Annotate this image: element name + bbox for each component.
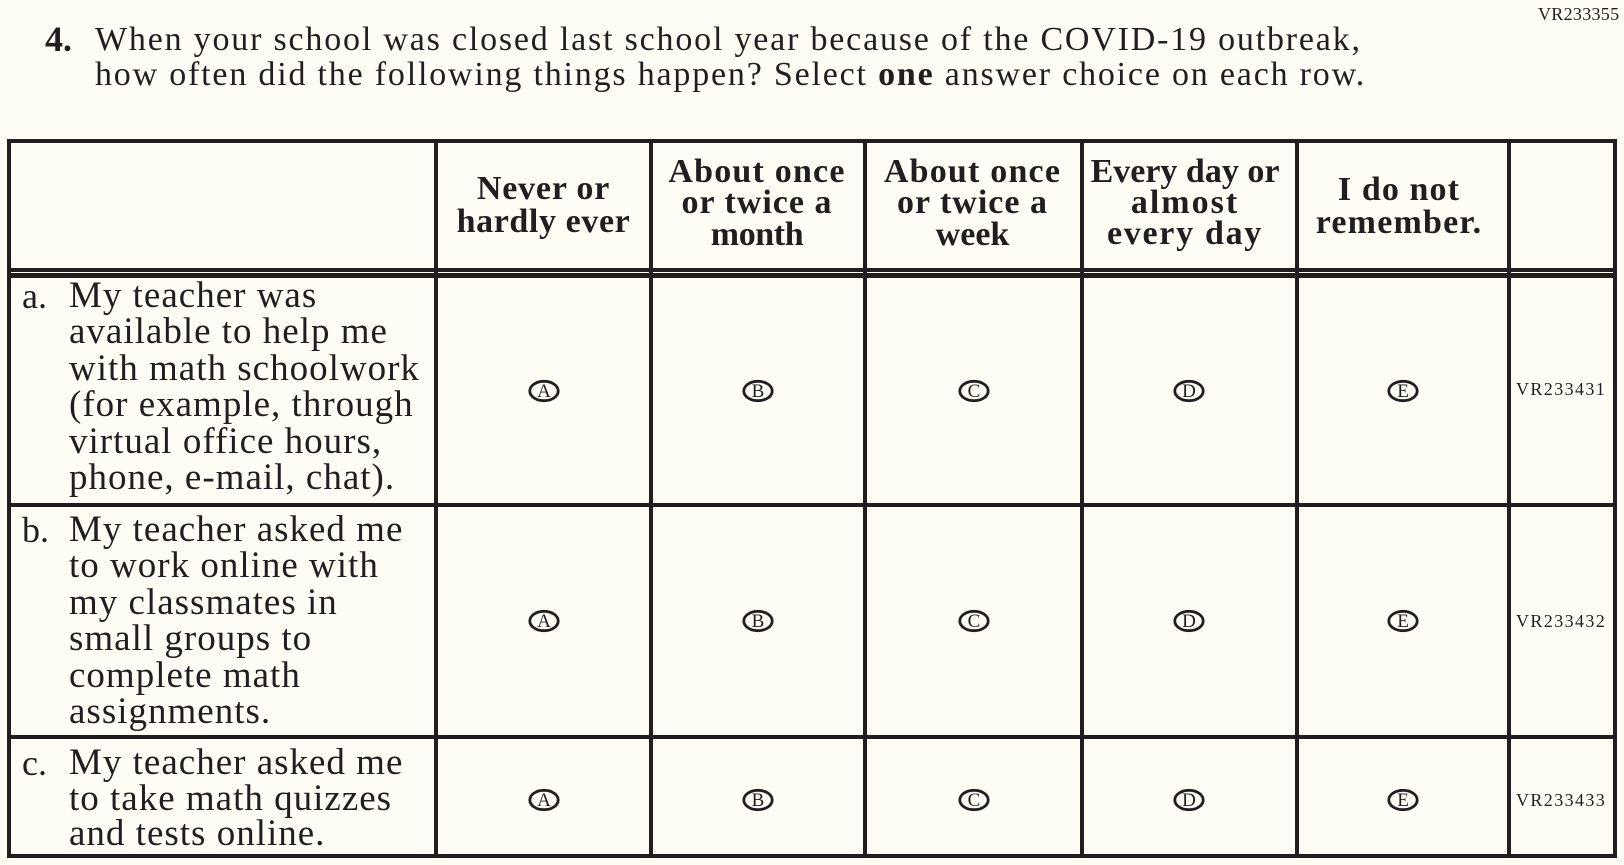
svg-text:B: B (751, 381, 764, 402)
svg-text:E: E (1397, 381, 1409, 402)
svg-text:C: C (967, 611, 980, 632)
svg-text:E: E (1397, 611, 1409, 632)
svg-text:D: D (1182, 381, 1196, 402)
svg-text:A: A (537, 381, 551, 402)
svg-text:A: A (537, 611, 551, 632)
svg-text:D: D (1182, 611, 1196, 632)
svg-text:D: D (1182, 790, 1196, 811)
svg-text:A: A (537, 790, 551, 811)
svg-text:E: E (1397, 790, 1409, 811)
svg-text:C: C (967, 381, 980, 402)
svg-text:B: B (751, 611, 764, 632)
svg-text:C: C (967, 790, 980, 811)
svg-text:B: B (751, 790, 764, 811)
